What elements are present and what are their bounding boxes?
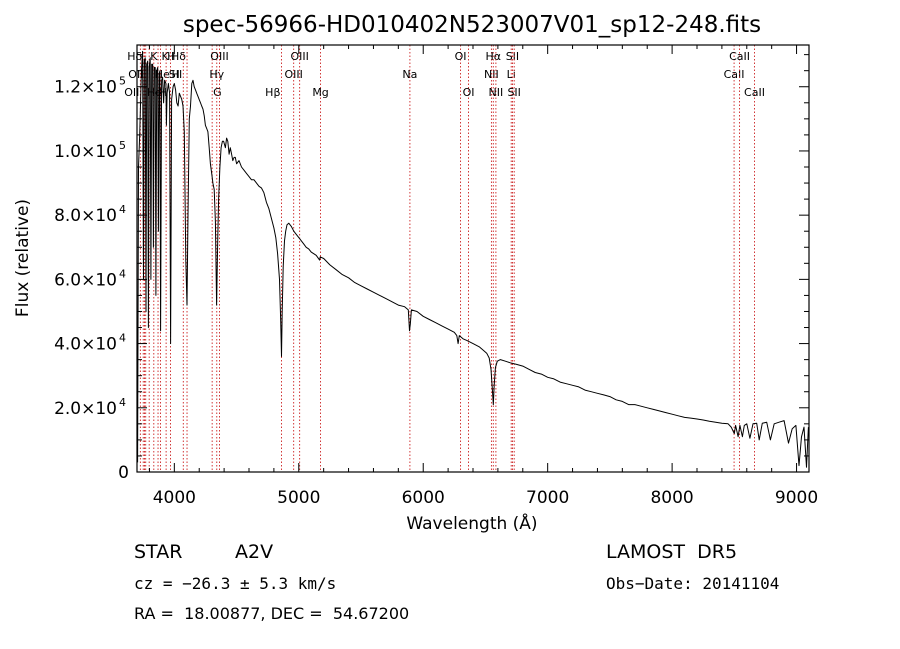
x-axis-label: Wavelength (Å) — [406, 512, 537, 534]
line-marker-label: Hδ — [171, 50, 186, 63]
y-axis-label: Flux (relative) — [13, 199, 33, 317]
x-axis: 4000 5000 6000 7000 8000 9000 — [148, 45, 818, 508]
chart-title: spec-56966-HD010402N523007V01_sp12-248.f… — [183, 12, 761, 38]
y-tick-mantissa: 8.0×10 — [54, 206, 117, 226]
line-markers: OIIHδOIIHeKHeHKHHSIIHδGHγOIIIHβOIIIOIIIM… — [124, 45, 765, 472]
x-tick-label: 4000 — [153, 488, 196, 508]
line-marker-label: CaII — [729, 50, 750, 63]
x-tick-label: 8000 — [650, 488, 693, 508]
spectrum-series — [137, 50, 809, 468]
y-tick-label: 0 — [118, 463, 129, 483]
x-tick-label: 6000 — [402, 488, 445, 508]
line-marker-label: SII — [506, 50, 519, 63]
line-marker-label: OII — [128, 68, 143, 81]
line-marker-label: OI — [455, 50, 467, 63]
object-type: STAR — [134, 541, 183, 563]
y-tick-label: 4.0×10 — [54, 335, 117, 355]
line-marker-label: Hδ — [127, 50, 142, 63]
y-tick-label: 1.0×10 — [54, 142, 117, 162]
x-tick-label: 5000 — [277, 488, 320, 508]
line-marker-label: CaII — [724, 68, 745, 81]
x-tick-label: 9000 — [775, 488, 818, 508]
line-marker-label: Hβ — [265, 86, 280, 99]
y-tick-exponent: 4 — [119, 396, 126, 409]
line-marker-label: SII — [507, 86, 520, 99]
line-marker-label: Hγ — [209, 68, 224, 81]
redshift-readout: cz = −26.3 ± 5.3 km/s — [134, 574, 337, 593]
y-tick-mantissa: 1.2×10 — [54, 78, 117, 98]
line-marker-label: OIII — [210, 50, 228, 63]
line-marker-label: NII — [484, 68, 499, 81]
y-tick-mantissa: 0 — [118, 463, 129, 483]
y-tick-mantissa: 1.0×10 — [54, 142, 117, 162]
line-marker-label: OII — [124, 86, 139, 99]
line-marker-label: Li — [507, 68, 516, 81]
line-marker-label: CaII — [744, 86, 765, 99]
y-tick-mantissa: 4.0×10 — [54, 335, 117, 355]
y-tick-mantissa: 2.0×10 — [54, 399, 117, 419]
line-marker-label: H — [167, 50, 175, 63]
y-axis: 02.0×10 44.0×10 46.0×10 48.0×10 41.0×10 51.2×… — [54, 54, 809, 483]
line-marker-label: Mg — [312, 86, 328, 99]
line-marker-label: K — [162, 50, 170, 63]
line-marker-label: NII — [489, 86, 504, 99]
line-marker-label: OI — [463, 86, 475, 99]
y-tick-label: 1.2×10 — [54, 78, 117, 98]
y-tick-mantissa: 6.0×10 — [54, 270, 117, 290]
line-marker-label: OIII — [284, 68, 302, 81]
line-marker-label: SII — [169, 68, 182, 81]
survey-name: LAMOST DR5 — [606, 541, 738, 563]
line-marker-label: G — [213, 86, 222, 99]
x-tick-label: 7000 — [526, 488, 569, 508]
line-marker-label: Na — [402, 68, 417, 81]
y-tick-exponent: 5 — [119, 139, 126, 152]
line-marker-label: Hα — [486, 50, 502, 63]
y-tick-label: 8.0×10 — [54, 206, 117, 226]
y-tick-exponent: 5 — [119, 75, 126, 88]
y-tick-exponent: 4 — [119, 203, 126, 216]
y-tick-label: 6.0×10 — [54, 270, 117, 290]
line-marker-label: OIII — [290, 50, 308, 63]
subclass: A2V — [235, 541, 274, 563]
obs-date: Obs−Date: 20141104 — [606, 574, 780, 593]
y-tick-exponent: 4 — [119, 332, 126, 345]
plot-frame — [136, 44, 810, 473]
y-tick-exponent: 4 — [119, 267, 126, 280]
coordinates: RA = 18.00877, DEC = 54.67200 — [134, 604, 410, 623]
y-tick-label: 2.0×10 — [54, 399, 117, 419]
spectrum-line — [137, 50, 809, 468]
line-marker-label: H — [171, 68, 179, 81]
